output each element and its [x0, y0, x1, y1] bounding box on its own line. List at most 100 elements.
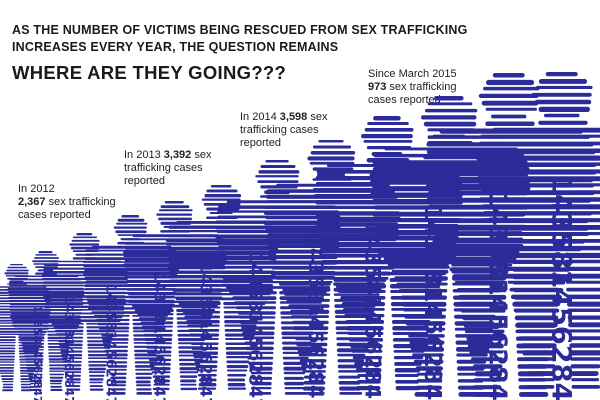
figure-stripe: [326, 164, 452, 167]
figure-stripe: [18, 333, 45, 336]
figure-stripe: [260, 165, 296, 168]
figure-stripe: [137, 313, 174, 316]
figure-stripe: [8, 300, 84, 302]
figure-stripe: [284, 387, 305, 390]
figure-stripe: [343, 308, 385, 311]
figure-stripe: [108, 368, 127, 371]
figure-stripe: [227, 387, 247, 390]
figure-stripe: [227, 378, 245, 382]
figure-stripe: [26, 367, 43, 370]
figure-stripe: [246, 351, 274, 354]
figure-stripe: [227, 383, 246, 387]
figure-stripe: [59, 347, 83, 349]
figure-stripe: [30, 382, 42, 385]
figure-stripe: [526, 378, 555, 382]
figure-stripe: [301, 364, 327, 369]
figure-stripe: [2, 380, 14, 383]
figure-stripe: [519, 392, 549, 397]
figure-stripe: [565, 273, 600, 279]
figure-stripe: [82, 261, 178, 263]
figure-stripe: [427, 102, 473, 106]
figure-stripe: [570, 371, 599, 376]
figure-stripe: [344, 314, 385, 318]
figure-stripe: [279, 282, 331, 286]
figure-stripe: [89, 378, 104, 381]
figure-stripe: [472, 364, 503, 369]
figure-stripe: [338, 370, 362, 373]
figure-stripe: [0, 355, 15, 358]
figure-stripe: [73, 236, 97, 239]
figure-stripe: [302, 386, 325, 391]
figure-stripe: [110, 376, 127, 380]
figure-stripe: [523, 357, 556, 361]
figure-stripe: [315, 176, 461, 181]
figure-stripe: [486, 232, 600, 236]
figure-stripe: [301, 392, 325, 395]
figure-stripe: [565, 280, 600, 284]
figure-stripe: [257, 180, 299, 183]
figure-stripe: [471, 392, 501, 397]
figure-stripe: [186, 320, 220, 324]
figure-stripe: [567, 315, 600, 320]
figure-stripe: [88, 357, 109, 359]
figure-stripe: [191, 347, 219, 350]
figure-stripe: [394, 374, 419, 377]
figure-stripe: [486, 79, 535, 86]
figure-stripe: [0, 286, 47, 288]
figure-stripe: [134, 361, 156, 364]
figure-stripe: [338, 290, 386, 293]
figure-stripe: [180, 383, 197, 386]
figure-stripe: [232, 296, 277, 300]
figure-stripe: [27, 370, 43, 372]
figure-stripe: [519, 336, 558, 341]
figure-stripe: [6, 269, 29, 272]
figure-stripe: [67, 381, 81, 384]
figure-stripe: [330, 272, 387, 276]
figure-stripe: [152, 375, 171, 378]
figure-stripe: [354, 362, 382, 366]
headline-line-2: INCREASES EVERY YEAR, THE QUESTION REMAI…: [12, 40, 339, 54]
figure-stripe: [152, 387, 170, 391]
figure-stripe: [357, 374, 382, 377]
figure-stripe: [30, 385, 42, 388]
figure-stripe: [339, 386, 362, 391]
figure-stripe: [50, 385, 62, 388]
figure-stripe: [401, 301, 447, 307]
figure-stripe: [507, 280, 561, 284]
figure-stripe: [234, 301, 277, 304]
figure-stripe: [449, 267, 508, 272]
figure-stripe: [7, 283, 27, 285]
figure-stripe: [24, 358, 44, 361]
figure-stripe: [567, 301, 600, 307]
figure-stripe: [485, 121, 535, 126]
figure-stripe: [334, 298, 378, 302]
figure-stripe: [88, 367, 106, 371]
figure-stripe: [491, 114, 527, 119]
figure-stripe: [156, 213, 193, 216]
figure-stripe: [299, 359, 327, 363]
figure-stripe: [0, 375, 14, 377]
figure-stripe: [406, 327, 446, 331]
figure-stripe: [97, 322, 130, 326]
figure-stripe: [121, 215, 140, 218]
figure-stripe: [134, 309, 174, 313]
figure-stripe: [146, 346, 172, 349]
figure-stripe: [104, 349, 128, 353]
figure-stripe: [0, 358, 15, 361]
figure-stripe: [480, 134, 600, 138]
figure-stripe: [20, 383, 32, 386]
figure-stripe: [472, 385, 502, 390]
figure-stripe: [304, 375, 326, 379]
figure-stripe: [7, 266, 27, 269]
figure-stripe: [414, 392, 442, 397]
figure-stripe: [283, 361, 308, 365]
figure-stripe: [10, 264, 23, 266]
figure-stripe: [136, 392, 153, 395]
figure-stripe: [352, 356, 383, 360]
figure-stripe: [216, 240, 339, 245]
figure-stripe: [415, 366, 443, 371]
figure-stripe: [258, 170, 300, 174]
figure-stripe: [49, 364, 66, 367]
figure-stripe: [527, 371, 556, 376]
figure-stripe: [484, 225, 600, 230]
